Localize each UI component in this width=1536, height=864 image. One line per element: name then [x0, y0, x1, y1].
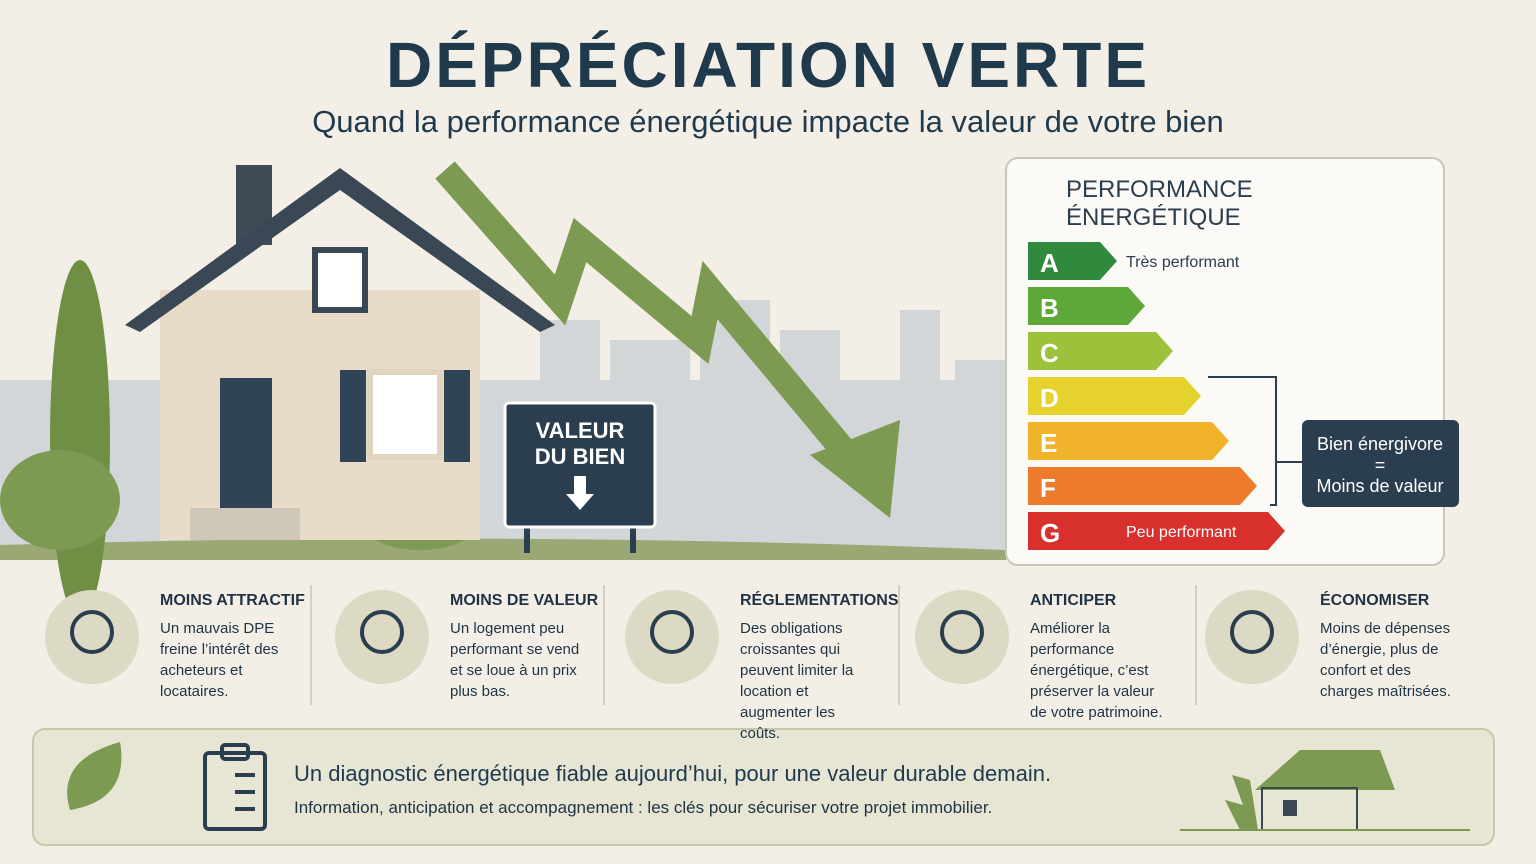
- feature-icon: [625, 590, 719, 684]
- energy-class-bar: [1028, 287, 1145, 325]
- feature-text: Un mauvais DPE freine l’intérêt des ache…: [160, 620, 279, 700]
- energy-class-label: Peu performant: [1126, 524, 1237, 541]
- feature-icon-glyph: [70, 610, 114, 654]
- energy-class-bar: [1028, 422, 1229, 460]
- footer-headline: Un diagnostic énergétique fiable aujourd…: [294, 761, 1052, 786]
- feature-icon: [1205, 590, 1299, 684]
- energy-class-letter: A: [1040, 248, 1059, 278]
- footer-text: Information, anticipation et accompagnem…: [294, 798, 993, 817]
- decline-arrow: [435, 161, 870, 479]
- energy-class-bar: [1028, 467, 1257, 505]
- feature-icon-glyph: [940, 610, 984, 654]
- energy-class-letter: B: [1040, 293, 1059, 323]
- feature-icon: [45, 590, 139, 684]
- feature-text: Moins de dépenses d’énergie, plus de con…: [1320, 620, 1451, 700]
- feature-icon-glyph: [650, 610, 694, 654]
- separators: [310, 585, 1197, 705]
- feature-title: MOINS DE VALEUR: [450, 592, 599, 609]
- leaf-icon: [67, 742, 122, 810]
- sign-text: DU BIEN: [535, 444, 625, 469]
- subtitle: Quand la performance énergétique impacte…: [312, 104, 1224, 139]
- callout-text: =: [1375, 455, 1386, 475]
- feature-text: Améliorer la performance énergétique, c’…: [1030, 620, 1163, 721]
- energy-class-bar: [1028, 512, 1285, 550]
- callout-text: Bien énergivore: [1317, 434, 1443, 454]
- arrow-head: [810, 420, 900, 518]
- ground: [0, 538, 1006, 560]
- feature-title: MOINS ATTRACTIF: [160, 592, 305, 609]
- sign: [503, 401, 657, 529]
- bracket: [1208, 376, 1277, 506]
- energy-class-letter: E: [1040, 428, 1057, 458]
- panel-title: ÉNERGÉTIQUE: [1066, 204, 1241, 231]
- feature-icon-glyph: [360, 610, 404, 654]
- footer-box: [32, 728, 1495, 846]
- callout-text: Moins de valeur: [1316, 476, 1443, 496]
- energy-class-letter: D: [1040, 383, 1059, 413]
- callout: [1302, 420, 1459, 507]
- feature: ANTICIPER Améliorer la performance énergé…: [1030, 592, 1168, 723]
- feature-text: Des obligations croissantes qui peuvent …: [740, 620, 854, 742]
- energy-class-bar: [1028, 377, 1201, 415]
- energy-class-letter: F: [1040, 473, 1056, 503]
- feature-icon-glyph: [1230, 610, 1274, 654]
- panel-title: PERFORMANCE: [1066, 176, 1253, 203]
- feature-title: RÉGLEMENTATIONS: [740, 592, 899, 609]
- sign-post: [524, 525, 530, 553]
- feature-text: Un logement peu performant se vend et se…: [450, 620, 580, 700]
- energy-class-label: Très performant: [1126, 254, 1240, 271]
- feature-title: ÉCONOMISER: [1320, 592, 1430, 609]
- feature: RÉGLEMENTATIONS Des obligations croissant…: [740, 592, 899, 744]
- energy-class-letter: C: [1040, 338, 1059, 368]
- feature-icon: [335, 590, 429, 684]
- feature-icon: [915, 590, 1009, 684]
- energy-class-letter: G: [1040, 518, 1060, 548]
- feature: ÉCONOMISER Moins de dépenses d’énergie, p…: [1320, 592, 1458, 702]
- energy-class-bar: [1028, 332, 1173, 370]
- bush: [0, 450, 120, 550]
- energy-class-bar: [1028, 242, 1117, 280]
- house: [125, 165, 555, 540]
- footer-house: [1180, 750, 1470, 831]
- clipboard-icon: [203, 743, 267, 831]
- feature-icons: [45, 590, 1299, 684]
- feature-title: ANTICIPER: [1030, 592, 1117, 609]
- feature: MOINS ATTRACTIF Un mauvais DPE freine l’i…: [160, 592, 305, 702]
- title: DÉPRÉCIATION VERTE: [386, 29, 1150, 101]
- sign-arrow: [566, 476, 594, 510]
- sign-post: [630, 525, 636, 553]
- skyline: [0, 300, 1005, 550]
- feature: MOINS DE VALEUR Un logement peu performan…: [450, 592, 598, 702]
- sign-text: VALEUR: [536, 418, 625, 443]
- tree: [50, 260, 110, 620]
